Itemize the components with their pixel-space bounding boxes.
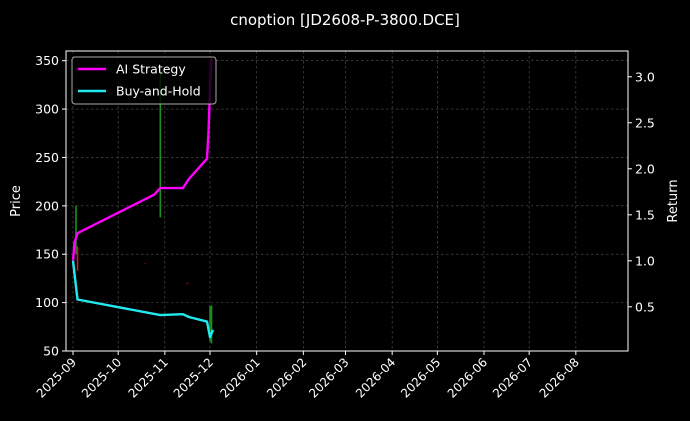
y-axis-label: Price bbox=[9, 185, 24, 217]
y-tick-label: 100 bbox=[35, 295, 59, 310]
y-tick-label: 150 bbox=[35, 247, 59, 262]
chart-title: cnoption [JD2608-P-3800.DCE] bbox=[230, 11, 460, 29]
legend-label-ai-strategy: AI Strategy bbox=[116, 62, 186, 77]
candle bbox=[159, 68, 162, 218]
y-tick-label: 250 bbox=[35, 150, 59, 165]
y2-tick-label: 2.5 bbox=[635, 115, 655, 130]
y-axis-left: 50 100 150 200 250 300 350 bbox=[35, 53, 66, 359]
y2-tick-label: 1.0 bbox=[635, 253, 655, 268]
y-tick-label: 50 bbox=[43, 344, 59, 359]
y2-tick-label: 1.5 bbox=[635, 207, 655, 222]
y-tick-label: 200 bbox=[35, 198, 59, 213]
y2-axis-label: Return bbox=[666, 179, 681, 222]
candle bbox=[209, 305, 211, 342]
legend-box bbox=[71, 56, 217, 105]
y2-tick-label: 0.5 bbox=[635, 299, 655, 314]
y-axis-right: 0.5 1.0 1.5 2.0 2.5 3.0 bbox=[628, 69, 655, 314]
candle bbox=[186, 282, 189, 285]
legend-label-buy-and-hold: Buy-and-Hold bbox=[116, 84, 201, 99]
plot-frame bbox=[65, 50, 629, 352]
series-line-ai-strategy bbox=[71, 58, 213, 261]
legend: AI Strategy Buy-and-Hold bbox=[71, 56, 217, 105]
candles bbox=[75, 68, 213, 344]
candle bbox=[210, 305, 213, 344]
y-tick-label: 300 bbox=[35, 102, 59, 117]
y2-tick-label: 3.0 bbox=[635, 69, 655, 84]
series-line-buy-and-hold bbox=[71, 260, 215, 339]
y-tick-label: 350 bbox=[35, 53, 59, 68]
candle bbox=[76, 246, 79, 271]
candle bbox=[144, 262, 147, 264]
candle bbox=[75, 205, 77, 255]
series-lines bbox=[71, 58, 215, 339]
y2-tick-label: 2.0 bbox=[635, 161, 655, 176]
